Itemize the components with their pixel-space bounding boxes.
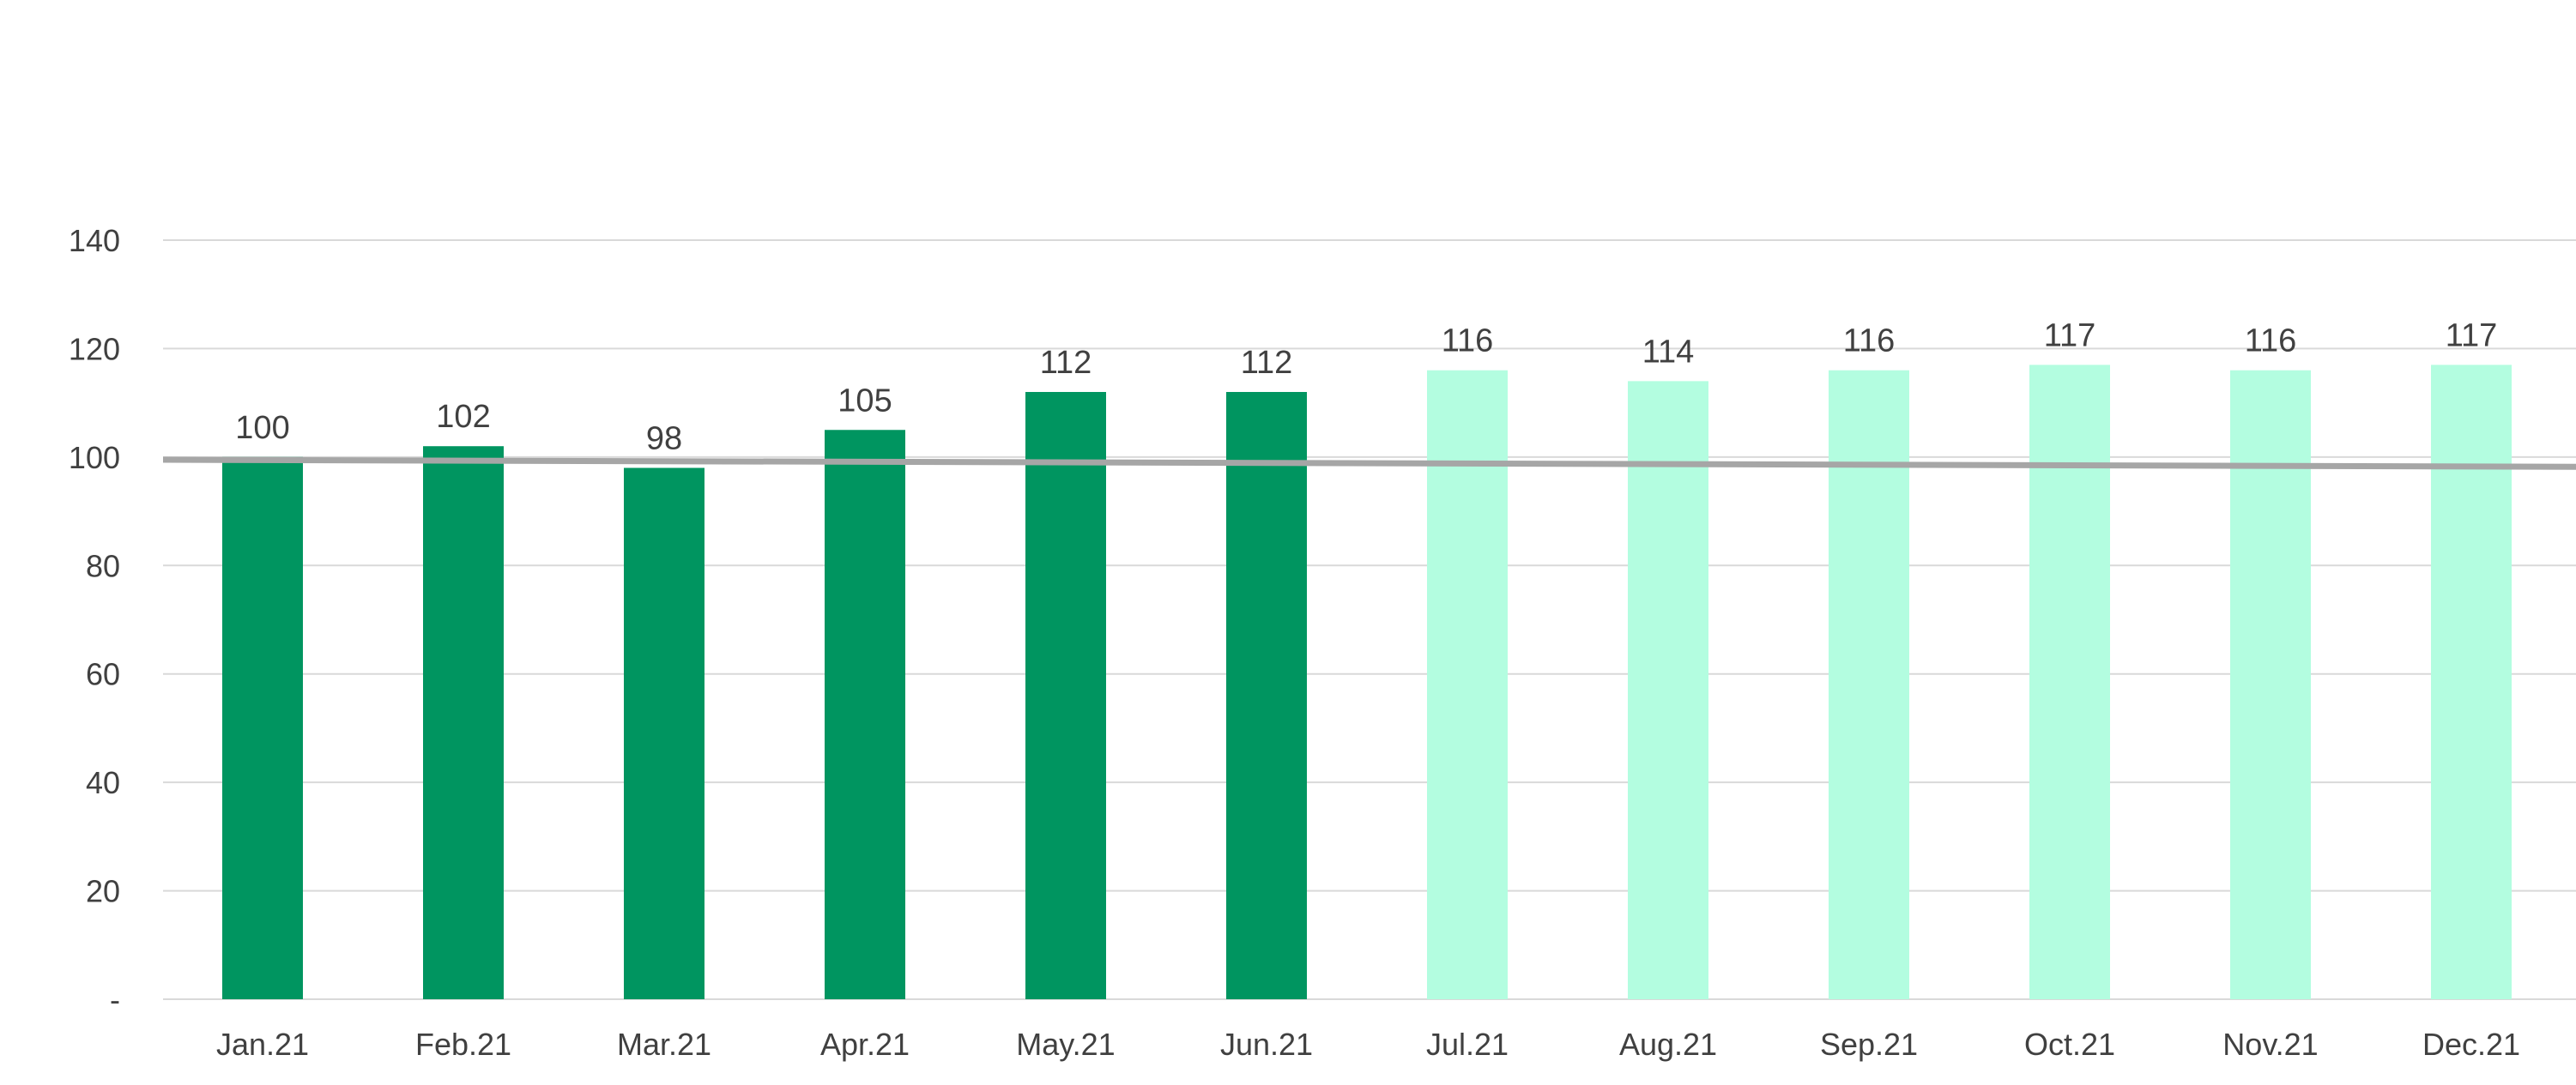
bars	[222, 365, 2512, 1000]
data-label: 116	[1442, 323, 1494, 359]
bar-jan-21	[222, 456, 303, 999]
x-tick-label: Jan.21	[216, 1027, 309, 1062]
bar-apr-21	[825, 430, 905, 999]
x-tick-label: Jul.21	[1426, 1027, 1509, 1062]
bar-jun-21	[1226, 392, 1307, 999]
y-tick-label: 80	[86, 548, 120, 583]
y-tick-label: 120	[69, 331, 120, 366]
y-tick-label: -	[110, 982, 120, 1017]
bar-jul-21	[1427, 370, 1508, 999]
data-label: 116	[1843, 323, 1896, 359]
y-axis-ticks: - 20 40 60 80 100 120 140	[69, 223, 120, 1017]
bar-may-21	[1025, 392, 1106, 999]
x-tick-label: Apr.21	[820, 1027, 910, 1062]
x-tick-label: Oct.21	[2024, 1027, 2115, 1062]
gridlines	[163, 239, 2576, 1000]
bar-dec-21	[2431, 365, 2512, 1000]
data-label: 105	[838, 383, 892, 419]
y-tick-label: 140	[69, 223, 120, 258]
bar-oct-21	[2029, 365, 2110, 1000]
x-tick-label: Sep.21	[1820, 1027, 1918, 1062]
bar-feb-21	[423, 446, 504, 999]
x-tick-label: Aug.21	[1619, 1027, 1717, 1062]
x-axis-ticks: Jan.21 Feb.21 Mar.21 Apr.21 May.21 Jun.21 Jul.…	[216, 1027, 2520, 1062]
reference-line	[162, 456, 2576, 470]
data-label: 116	[2245, 323, 2297, 359]
x-tick-label: Mar.21	[617, 1027, 711, 1062]
y-tick-label: 60	[86, 657, 120, 692]
x-tick-label: Feb.21	[415, 1027, 511, 1062]
data-label: 117	[2446, 317, 2498, 353]
x-tick-label: Dec.21	[2422, 1027, 2520, 1062]
bar-sep-21	[1829, 370, 1909, 999]
x-tick-label: Nov.21	[2222, 1027, 2318, 1062]
data-label: 102	[436, 399, 490, 435]
bar-nov-21	[2230, 370, 2311, 999]
y-tick-label: 100	[69, 440, 120, 475]
data-label: 112	[1040, 345, 1092, 381]
data-labels: 100 102 98 105 112 112 116 114 116 117 116 117	[235, 317, 2497, 456]
bar-aug-21	[1628, 381, 1708, 999]
bar-mar-21	[624, 467, 704, 999]
y-tick-label: 40	[86, 765, 120, 800]
reference-line-layer	[162, 456, 2576, 470]
data-label: 100	[235, 410, 289, 446]
data-label: 98	[646, 421, 682, 457]
data-label: 112	[1241, 345, 1293, 381]
data-label: 117	[2044, 317, 2096, 353]
data-label: 114	[1642, 334, 1695, 370]
x-tick-label: May.21	[1016, 1027, 1115, 1062]
x-tick-label: Jun.21	[1220, 1027, 1313, 1062]
y-tick-label: 20	[86, 874, 120, 909]
